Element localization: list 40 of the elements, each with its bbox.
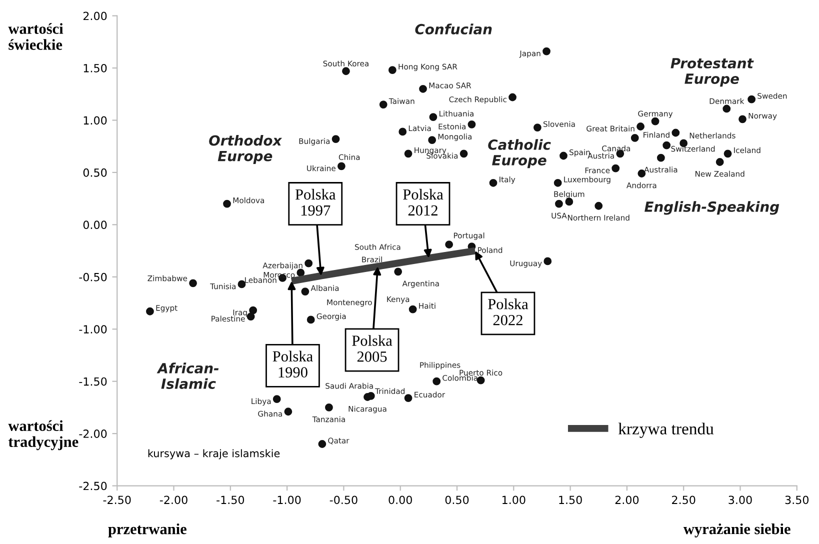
text: wartości świeckie	[8, 23, 64, 50]
annotation: Polska 1997	[295, 188, 336, 216]
annotation: Polska 2022	[488, 298, 528, 326]
text: wyrażanie siebie	[683, 523, 790, 538]
y-tick-label: 1.50	[84, 64, 107, 72]
annotation: Polska 1990	[272, 350, 313, 378]
y-tick-label: -0.50	[79, 272, 107, 282]
y-tick-label: -2.00	[79, 430, 107, 438]
y-tick-label: 0.00	[83, 220, 107, 230]
x-tick-label: -2.50	[103, 496, 131, 504]
x-tick-label: -0.50	[330, 496, 358, 504]
legend-label: krzywa trendu	[618, 422, 714, 438]
x-tick-label: -2.00	[160, 496, 188, 504]
y-tick-label: 1.00	[84, 116, 107, 125]
annotation: African- Islamic	[156, 362, 219, 389]
y-tick-label: -1.00	[79, 325, 107, 334]
annotation: Protestant Europe	[670, 58, 754, 87]
x-tick-label: 0.00	[388, 496, 412, 504]
x-tick-label: 1.00	[502, 496, 526, 504]
x-tick-label: 3.50	[785, 496, 809, 504]
text: wartości tradycyjne	[8, 420, 78, 450]
annotation: Polska 2005	[352, 335, 392, 362]
annotation: Confucian	[415, 24, 492, 34]
y-tick-label: 2.00	[83, 12, 107, 20]
annotation: Catholic Europe	[488, 139, 551, 168]
x-tick-label: -1.50	[216, 496, 244, 504]
x-tick-label: 3.00	[728, 496, 752, 504]
y-tick-label: 0.50	[83, 168, 107, 177]
y-tick-label: -2.50	[79, 482, 107, 490]
x-tick-label: -1.00	[273, 496, 301, 504]
text: przetrwanie	[108, 523, 186, 538]
annotation: English-Speaking	[644, 201, 780, 215]
annotation: Orthodox Europe	[209, 134, 282, 164]
x-tick-label: 2.00	[615, 496, 639, 504]
y-tick-label: -1.50	[79, 377, 107, 386]
annotation: Polska 2012	[403, 188, 444, 216]
x-tick-label: 2.50	[672, 496, 696, 504]
x-tick-label: 0.50	[445, 496, 469, 504]
annotation: kursywa – kraje islamskie	[148, 449, 280, 460]
x-tick-label: 1.50	[559, 496, 582, 504]
